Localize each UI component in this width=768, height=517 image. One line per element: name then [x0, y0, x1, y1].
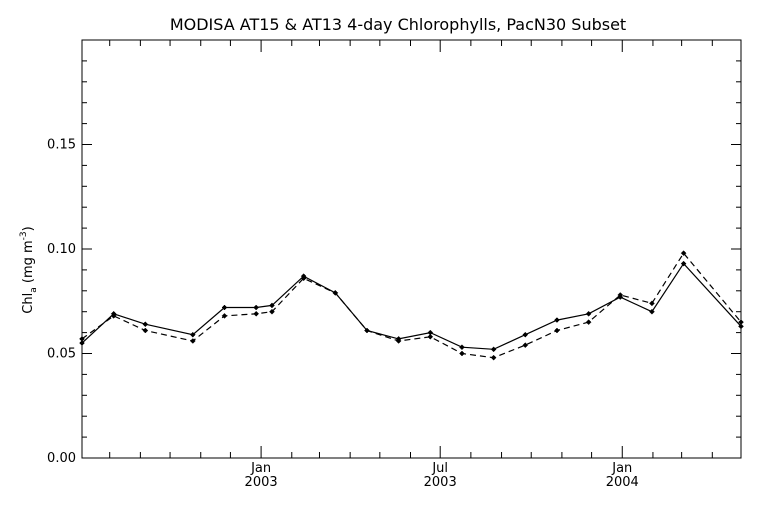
y-axis-label: Chla (mg m-3): [19, 226, 39, 313]
y-tick-label: 0.15: [47, 138, 76, 153]
data-point: [490, 346, 497, 353]
y-tick-label: 0.00: [47, 451, 76, 466]
chart-title: MODISA AT15 & AT13 4-day Chlorophylls, P…: [170, 15, 626, 34]
data-point: [79, 336, 85, 342]
data-point: [253, 304, 260, 311]
data-point: [738, 319, 744, 326]
data-point: [427, 333, 434, 340]
x-tick-label-month: Jan: [250, 461, 271, 476]
data-point: [459, 350, 465, 357]
x-tick-label-year: 2003: [424, 475, 457, 490]
data-point: [585, 319, 592, 326]
data-point: [585, 310, 592, 317]
data-point: [490, 354, 497, 361]
data-point: [269, 302, 275, 309]
data-point: [79, 340, 85, 346]
x-tick-label-year: 2004: [606, 475, 639, 490]
x-tick-label-month: Jul: [431, 461, 448, 476]
data-point: [189, 338, 196, 344]
y-axis-label-end: ): [21, 226, 36, 231]
data-point: [110, 313, 117, 319]
y-axis-label-subscript: a: [29, 287, 39, 293]
data-point: [522, 331, 529, 338]
data-point: [554, 327, 560, 334]
data-point: [395, 338, 402, 344]
data-point: [522, 342, 529, 348]
data-point: [649, 308, 655, 315]
y-tick-label: 0.10: [47, 242, 76, 257]
data-point: [554, 317, 560, 323]
data-point: [189, 331, 196, 338]
data-point: [364, 327, 370, 334]
y-axis-label-base: Chl: [21, 293, 36, 314]
y-axis-label-mid: (mg m: [21, 240, 36, 287]
data-point: [221, 313, 228, 319]
y-tick-label: 0.05: [47, 347, 76, 362]
data-point: [680, 260, 687, 267]
data-point: [332, 290, 339, 296]
x-tick-label-year: 2003: [245, 475, 278, 490]
data-point: [680, 250, 687, 257]
data-point: [459, 344, 465, 351]
data-point: [738, 323, 744, 330]
data-point: [649, 300, 655, 307]
data-point: [617, 292, 624, 298]
y-axis-label-superscript: -3: [19, 231, 29, 240]
data-point: [221, 304, 228, 311]
svg-text:Chla (mg m-3): Chla (mg m-3): [19, 226, 39, 313]
data-point: [253, 310, 260, 317]
data-point: [300, 275, 307, 282]
data-point: [142, 321, 149, 328]
data-point: [142, 327, 149, 334]
data-point: [269, 308, 275, 315]
series-layer: [79, 250, 744, 361]
x-tick-label-month: Jan: [611, 461, 632, 476]
